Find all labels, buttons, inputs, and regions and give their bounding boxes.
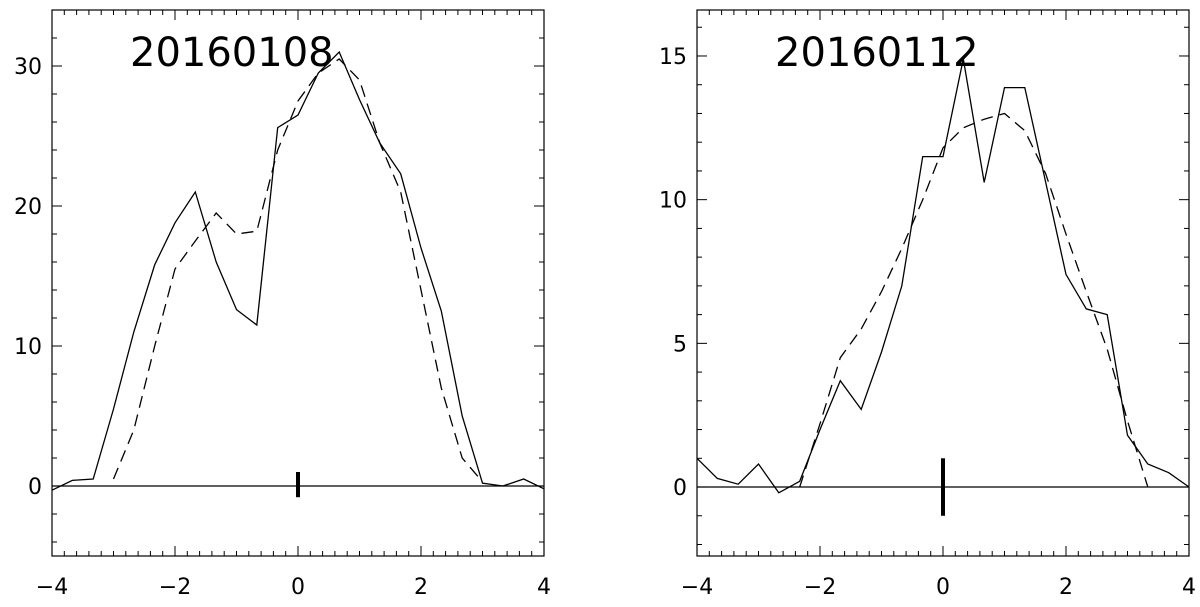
x-tick-label: 0 — [291, 575, 305, 600]
x-tick-label: −2 — [804, 575, 836, 600]
y-tick-label: 15 — [659, 45, 687, 70]
series-line-solid — [696, 58, 1190, 494]
series-line-solid — [51, 50, 545, 491]
x-tick-label: −4 — [681, 575, 713, 600]
chart-panel-2: −4 −2 0 2 4 0 5 10 15 20160112 — [659, 9, 1196, 600]
panel-title: 20160112 — [775, 30, 979, 76]
chart-panel-1: −4 −2 0 2 4 0 10 20 30 20160108 — [14, 9, 551, 600]
y-tick-label: 10 — [14, 335, 42, 360]
y-tick-label: 20 — [14, 195, 42, 220]
series-line-dashed — [112, 58, 483, 483]
y-tick-label: 10 — [659, 189, 687, 214]
y-tick-label: 0 — [28, 475, 42, 500]
x-tick-label: 0 — [936, 575, 950, 600]
x-tick-label: −2 — [159, 575, 191, 600]
series-line-dashed — [799, 112, 1149, 488]
y-tick-label: 0 — [673, 476, 687, 501]
x-tick-label: 4 — [537, 575, 551, 600]
x-tick-label: 4 — [1182, 575, 1196, 600]
x-tick-label: 2 — [414, 575, 428, 600]
y-tick-label: 30 — [14, 55, 42, 80]
panel-title: 20160108 — [130, 30, 334, 76]
y-tick-label: 5 — [673, 332, 687, 357]
x-tick-label: 2 — [1059, 575, 1073, 600]
x-tick-label: −4 — [36, 575, 68, 600]
